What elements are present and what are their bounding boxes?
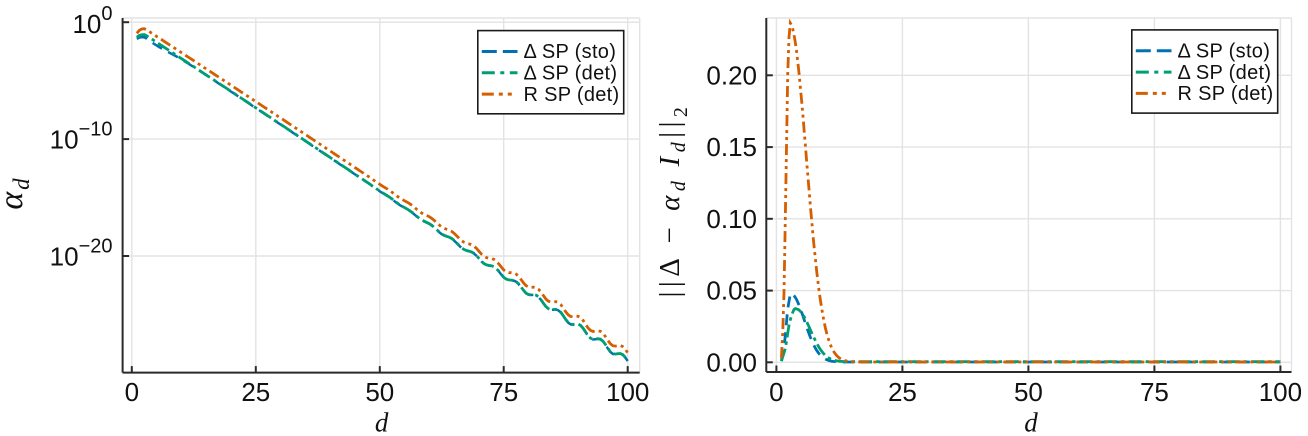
svg-text:R SP (det): R SP (det) — [524, 84, 620, 106]
svg-text:75: 75 — [489, 377, 518, 407]
svg-text:||Δ − αd Id||2: ||Δ − αd Id||2 — [654, 103, 692, 298]
svg-text:0.10: 0.10 — [706, 204, 757, 234]
svg-text:0.15: 0.15 — [706, 132, 757, 162]
svg-text:25: 25 — [241, 377, 270, 407]
svg-text:0.00: 0.00 — [706, 347, 757, 377]
svg-text:R SP (det): R SP (det) — [1178, 83, 1274, 105]
svg-text:Δ SP (sto): Δ SP (sto) — [524, 41, 617, 63]
svg-text:100: 100 — [72, 3, 112, 39]
svg-text:100: 100 — [1259, 377, 1302, 407]
svg-text:0: 0 — [125, 377, 139, 407]
svg-text:50: 50 — [365, 377, 394, 407]
svg-text:Δ SP (sto): Δ SP (sto) — [1178, 41, 1271, 63]
svg-text:50: 50 — [1014, 377, 1043, 407]
svg-text:αd: αd — [0, 176, 34, 209]
svg-text:0.05: 0.05 — [706, 276, 757, 306]
svg-text:Δ SP (det): Δ SP (det) — [1178, 62, 1272, 84]
svg-text:Δ SP (det): Δ SP (det) — [524, 63, 618, 85]
svg-text:25: 25 — [888, 377, 917, 407]
svg-text:100: 100 — [606, 377, 649, 407]
svg-text:d: d — [375, 408, 389, 436]
svg-text:0: 0 — [769, 377, 783, 407]
svg-text:0.20: 0.20 — [706, 60, 757, 90]
svg-text:10−10: 10−10 — [50, 119, 113, 155]
svg-text:75: 75 — [1140, 377, 1169, 407]
svg-text:d: d — [1024, 408, 1038, 436]
